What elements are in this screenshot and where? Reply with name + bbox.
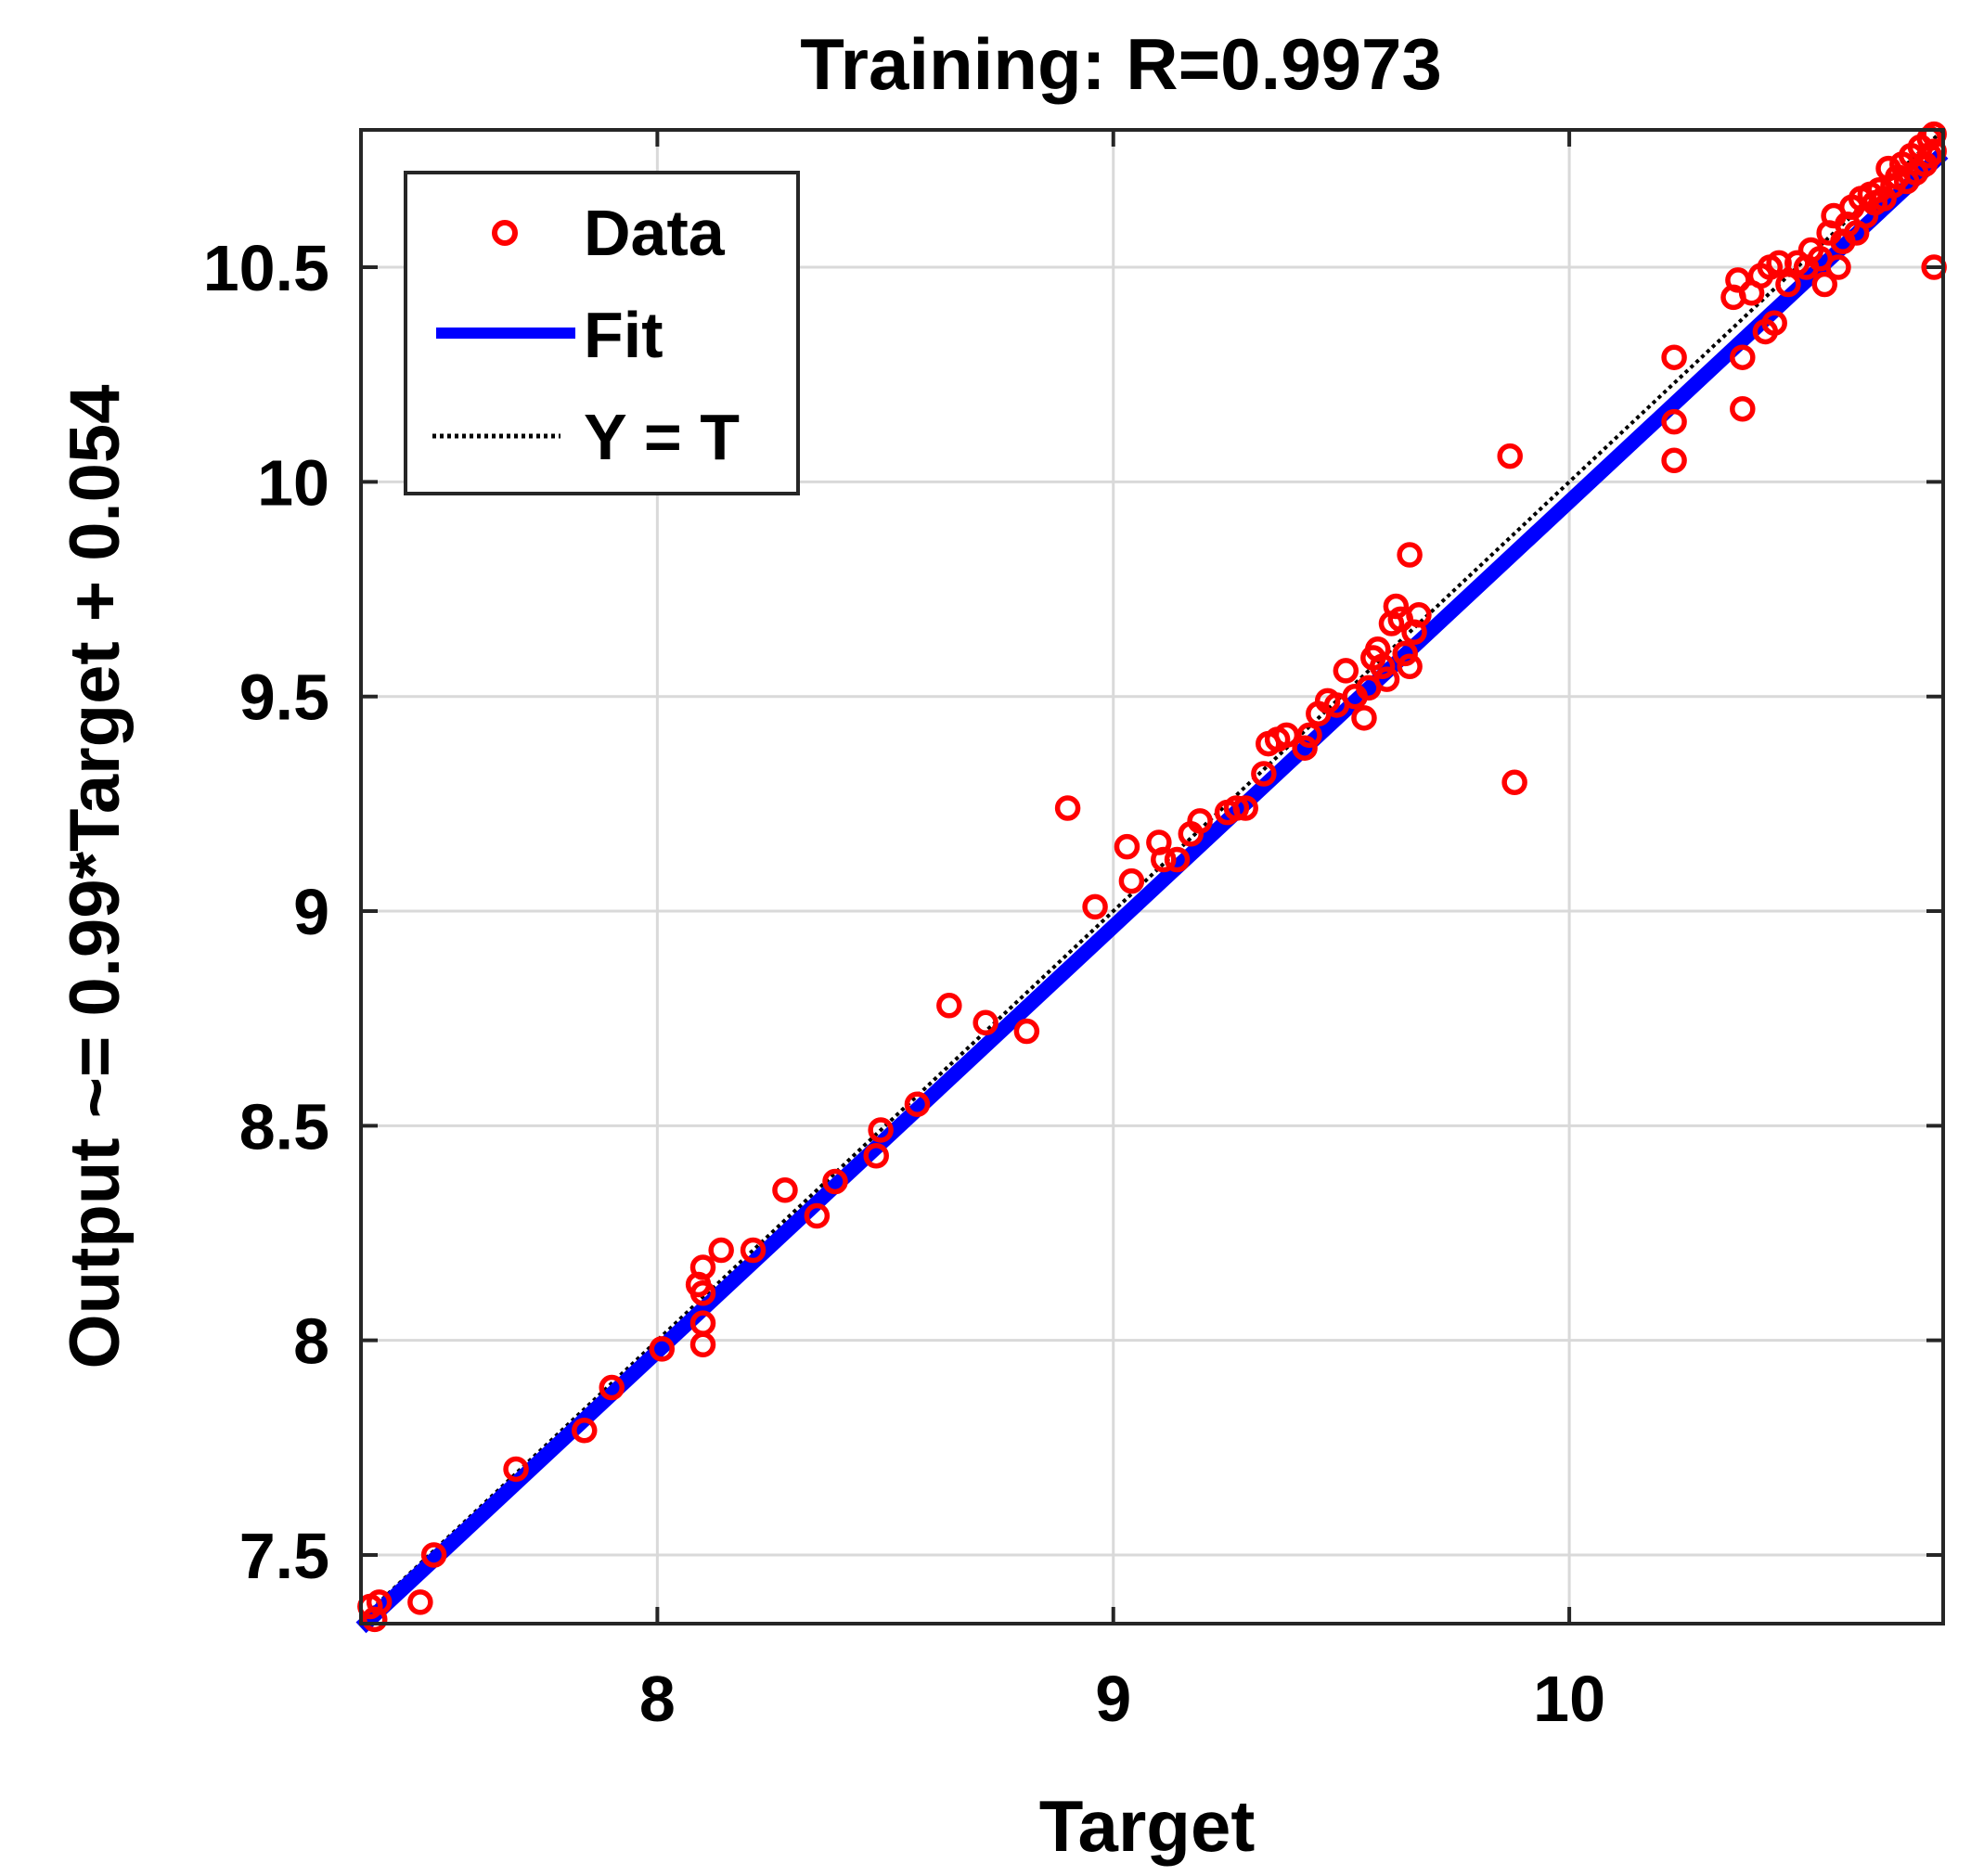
grid-lines [361,130,1943,1624]
data-point [1151,846,1177,873]
tick-labels: 8 9 10 7.5 8 8.5 9 9.5 10 10.5 [203,232,1605,1735]
data-point [936,993,962,1019]
data-point [1661,344,1687,370]
data-point [1406,602,1432,628]
y-tick-label: 10 [257,446,329,519]
data-point [366,1589,393,1615]
data-point [1825,254,1851,280]
x-axis-label: Target [1039,1785,1256,1867]
data-point [1373,666,1400,692]
data-point [1013,1018,1040,1045]
y-tick-label: 10.5 [203,232,329,304]
axis-ticks [361,130,1943,1624]
data-point [1725,267,1751,293]
data-point [804,1202,831,1229]
data-point [1054,795,1081,821]
data-point [868,1117,894,1143]
y-tick-label: 8 [293,1305,329,1378]
data-point [1661,447,1687,473]
data-point [1761,310,1787,336]
data-point [1251,761,1277,787]
data-point [863,1142,889,1169]
data-point [1114,833,1140,860]
data-point [1730,395,1756,422]
data-point [572,1418,598,1444]
data-point [1661,408,1687,435]
data-point [1392,640,1418,667]
x-tick-label: 10 [1533,1663,1605,1735]
data-point [1811,271,1837,298]
legend-label-identity: Y = T [584,401,740,473]
data-point [1296,722,1322,749]
y-tick-label: 9.5 [239,662,329,734]
data-point [1397,653,1423,680]
data-point [1775,271,1801,298]
data-point [822,1168,848,1195]
data-point [1187,808,1213,834]
legend-label-data: Data [584,197,726,269]
data-point [1730,344,1756,370]
data-point [1223,795,1250,821]
data-point [708,1237,734,1264]
x-tick-label: 9 [1095,1663,1131,1735]
data-point [1082,893,1108,920]
x-tick-label: 8 [639,1663,676,1735]
y-tick-label: 7.5 [239,1520,329,1592]
data-point [1501,769,1527,795]
data-point [1383,593,1410,620]
data-point [1497,443,1523,469]
data-point [973,1009,998,1036]
y-axis-label: Output ~= 0.99*Target + 0.054 [56,385,135,1369]
data-point [689,1331,716,1358]
data-point [503,1456,529,1483]
data-point [1292,735,1318,761]
chart-title: Training: R=0.9973 [800,23,1441,105]
legend-label-fit: Fit [584,299,663,371]
data-points [357,121,1947,1633]
data-point [1118,867,1145,894]
data-point [1164,846,1191,873]
y-tick-label: 8.5 [239,1090,329,1163]
data-point [407,1589,433,1615]
data-point [689,1280,716,1306]
plot-content [355,121,1949,1634]
data-point [1397,542,1423,568]
data-point [904,1091,931,1117]
data-point [1232,795,1258,821]
axes-box [359,128,1945,1625]
data-point [1333,658,1359,684]
legend: Data Fit Y = T [404,171,800,495]
data-point [420,1542,447,1568]
legend-data-marker [492,220,518,246]
data-point [689,1254,716,1280]
identity-line [359,128,1945,1621]
data-point [1351,705,1377,731]
data-point [599,1374,625,1401]
data-point [1369,653,1396,680]
fit-line [355,148,1949,1634]
data-point [649,1336,676,1362]
data-point [740,1237,766,1264]
y-tick-label: 9 [293,876,329,948]
data-point [772,1176,798,1203]
